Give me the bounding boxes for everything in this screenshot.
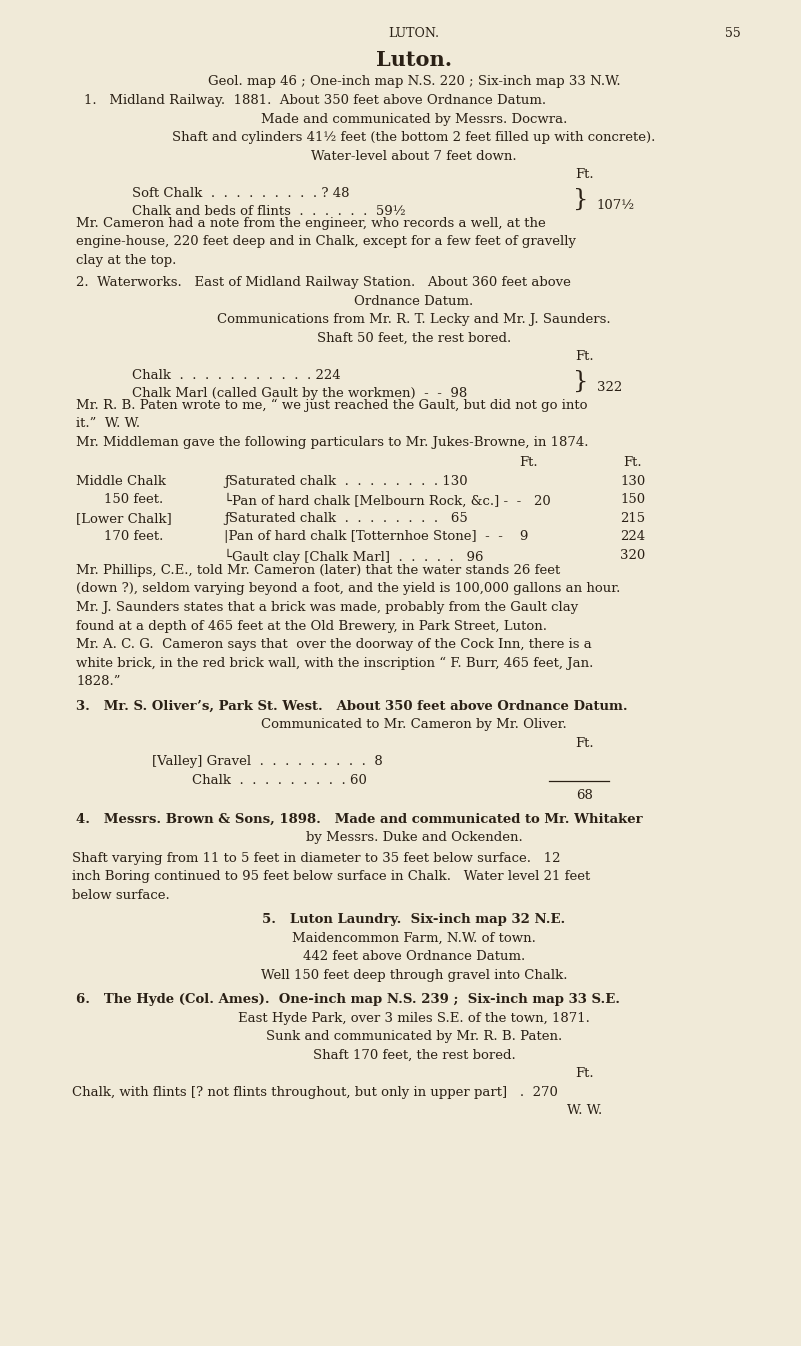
Text: 4.   Messrs. Brown & Sons, 1898.   Made and communicated to Mr. Whitaker: 4. Messrs. Brown & Sons, 1898. Made and … [76,813,642,826]
Text: [Lower Chalk]: [Lower Chalk] [76,511,172,525]
Text: Mr. A. C. G.  Cameron says that  over the doorway of the Cock Inn, there is a: Mr. A. C. G. Cameron says that over the … [76,638,592,651]
Text: by Messrs. Duke and Ockenden.: by Messrs. Duke and Ockenden. [306,832,522,844]
Text: |Pan of hard chalk [Totternhoe Stone]  -  -    9: |Pan of hard chalk [Totternhoe Stone] - … [224,530,529,544]
Text: ƒSaturated chalk  .  .  .  .  .  .  .  . 130: ƒSaturated chalk . . . . . . . . 130 [224,475,468,487]
Text: Middle Chalk: Middle Chalk [76,475,166,487]
Text: Chalk, with flints [? not flints throughout, but only in upper part]   .  270: Chalk, with flints [? not flints through… [72,1086,558,1098]
Text: it.”  W. W.: it.” W. W. [76,417,140,431]
Text: LUTON.: LUTON. [388,27,440,40]
Text: 215: 215 [620,511,646,525]
Text: 2.  Waterworks.   East of Midland Railway Station.   About 360 feet above: 2. Waterworks. East of Midland Railway S… [76,276,571,289]
Text: 5.   Luton Laundry.  Six-inch map 32 N.E.: 5. Luton Laundry. Six-inch map 32 N.E. [263,913,566,926]
Text: Water-level about 7 feet down.: Water-level about 7 feet down. [312,149,517,163]
Text: Well 150 feet deep through gravel into Chalk.: Well 150 feet deep through gravel into C… [261,969,567,981]
Text: [Valley] Gravel  .  .  .  .  .  .  .  .  .  8: [Valley] Gravel . . . . . . . . . 8 [152,755,383,769]
Text: 150: 150 [620,494,646,506]
Text: 322: 322 [597,381,622,394]
Text: Communicated to Mr. Cameron by Mr. Oliver.: Communicated to Mr. Cameron by Mr. Olive… [261,717,567,731]
Text: Geol. map 46 ; One-inch map N.S. 220 ; Six-inch map 33 N.W.: Geol. map 46 ; One-inch map N.S. 220 ; S… [207,75,621,89]
Text: Communications from Mr. R. T. Lecky and Mr. J. Saunders.: Communications from Mr. R. T. Lecky and … [217,314,611,326]
Text: Chalk  .  .  .  .  .  .  .  .  .  .  . 224: Chalk . . . . . . . . . . . 224 [132,369,340,382]
Text: Ft.: Ft. [575,168,594,182]
Text: Ft.: Ft. [575,736,594,750]
Text: Maidencommon Farm, N.W. of town.: Maidencommon Farm, N.W. of town. [292,931,536,945]
Text: East Hyde Park, over 3 miles S.E. of the town, 1871.: East Hyde Park, over 3 miles S.E. of the… [238,1012,590,1024]
Text: 3.   Mr. S. Oliver’s, Park St. West.   About 350 feet above Ordnance Datum.: 3. Mr. S. Oliver’s, Park St. West. About… [76,700,628,712]
Text: └Gault clay [Chalk Marl]  .  .  .  .  .   96: └Gault clay [Chalk Marl] . . . . . 96 [224,549,484,564]
Text: Mr. R. B. Paten wrote to me, “ we just reached the Gault, but did not go into: Mr. R. B. Paten wrote to me, “ we just r… [76,398,588,412]
Text: 6.   The Hyde (Col. Ames).  One-inch map N.S. 239 ;  Six-inch map 33 S.E.: 6. The Hyde (Col. Ames). One-inch map N.… [76,993,620,1005]
Text: Ft.: Ft. [575,350,594,363]
Text: 224: 224 [620,530,646,544]
Text: 170 feet.: 170 feet. [104,530,163,544]
Text: Chalk Marl (called Gault by the workmen)  -  -  98: Chalk Marl (called Gault by the workmen)… [132,388,468,400]
Text: }: } [573,370,588,393]
Text: }: } [573,188,588,211]
Text: ƒSaturated chalk  .  .  .  .  .  .  .  .   65: ƒSaturated chalk . . . . . . . . 65 [224,511,468,525]
Text: white brick, in the red brick wall, with the inscription “ F. Burr, 465 feet, Ja: white brick, in the red brick wall, with… [76,657,594,670]
Text: W. W.: W. W. [567,1105,602,1117]
Text: Ft.: Ft. [519,456,538,470]
Text: Chalk  .  .  .  .  .  .  .  .  . 60: Chalk . . . . . . . . . 60 [192,774,367,787]
Text: Mr. Middleman gave the following particulars to Mr. Jukes-Browne, in 1874.: Mr. Middleman gave the following particu… [76,436,589,448]
Text: 55: 55 [725,27,741,40]
Text: Mr. Cameron had a note from the engineer, who records a well, at the: Mr. Cameron had a note from the engineer… [76,217,545,230]
Text: clay at the top.: clay at the top. [76,253,176,267]
Text: Shaft 50 feet, the rest bored.: Shaft 50 feet, the rest bored. [317,331,511,345]
Text: Luton.: Luton. [376,50,453,70]
Text: 107½: 107½ [597,199,635,211]
Text: Soft Chalk  .  .  .  .  .  .  .  .  . ? 48: Soft Chalk . . . . . . . . . ? 48 [132,187,350,199]
Text: 442 feet above Ordnance Datum.: 442 feet above Ordnance Datum. [303,950,525,964]
Text: Sunk and communicated by Mr. R. B. Paten.: Sunk and communicated by Mr. R. B. Paten… [266,1030,562,1043]
Text: 130: 130 [620,475,646,487]
Text: 150 feet.: 150 feet. [104,494,163,506]
Text: Shaft varying from 11 to 5 feet in diameter to 35 feet below surface.   12: Shaft varying from 11 to 5 feet in diame… [72,852,561,864]
Text: Made and communicated by Messrs. Docwra.: Made and communicated by Messrs. Docwra. [261,113,567,125]
Text: 320: 320 [620,549,646,563]
Text: Mr. Phillips, C.E., told Mr. Cameron (later) that the water stands 26 feet: Mr. Phillips, C.E., told Mr. Cameron (la… [76,564,561,577]
Text: Shaft and cylinders 41½ feet (the bottom 2 feet filled up with concrete).: Shaft and cylinders 41½ feet (the bottom… [172,131,656,144]
Text: Chalk and beds of flints  .  .  .  .  .  .  59½: Chalk and beds of flints . . . . . . 59½ [132,206,406,218]
Text: engine-house, 220 feet deep and in Chalk, except for a few feet of gravelly: engine-house, 220 feet deep and in Chalk… [76,236,576,248]
Text: Shaft 170 feet, the rest bored.: Shaft 170 feet, the rest bored. [312,1049,516,1062]
Text: Ft.: Ft. [623,456,642,470]
Text: (down ?), seldom varying beyond a foot, and the yield is 100,000 gallons an hour: (down ?), seldom varying beyond a foot, … [76,583,621,595]
Text: below surface.: below surface. [72,888,170,902]
Text: 1828.”: 1828.” [76,676,121,688]
Text: inch Boring continued to 95 feet below surface in Chalk.   Water level 21 feet: inch Boring continued to 95 feet below s… [72,871,590,883]
Text: 68: 68 [576,789,594,802]
Text: Ordnance Datum.: Ordnance Datum. [355,295,473,307]
Text: Mr. J. Saunders states that a brick was made, probably from the Gault clay: Mr. J. Saunders states that a brick was … [76,602,578,614]
Text: Ft.: Ft. [575,1067,594,1081]
Text: 1.   Midland Railway.  1881.  About 350 feet above Ordnance Datum.: 1. Midland Railway. 1881. About 350 feet… [84,94,546,106]
Text: found at a depth of 465 feet at the Old Brewery, in Park Street, Luton.: found at a depth of 465 feet at the Old … [76,619,547,633]
Text: └Pan of hard chalk [Melbourn Rock, &c.] -  -   20: └Pan of hard chalk [Melbourn Rock, &c.] … [224,494,551,507]
